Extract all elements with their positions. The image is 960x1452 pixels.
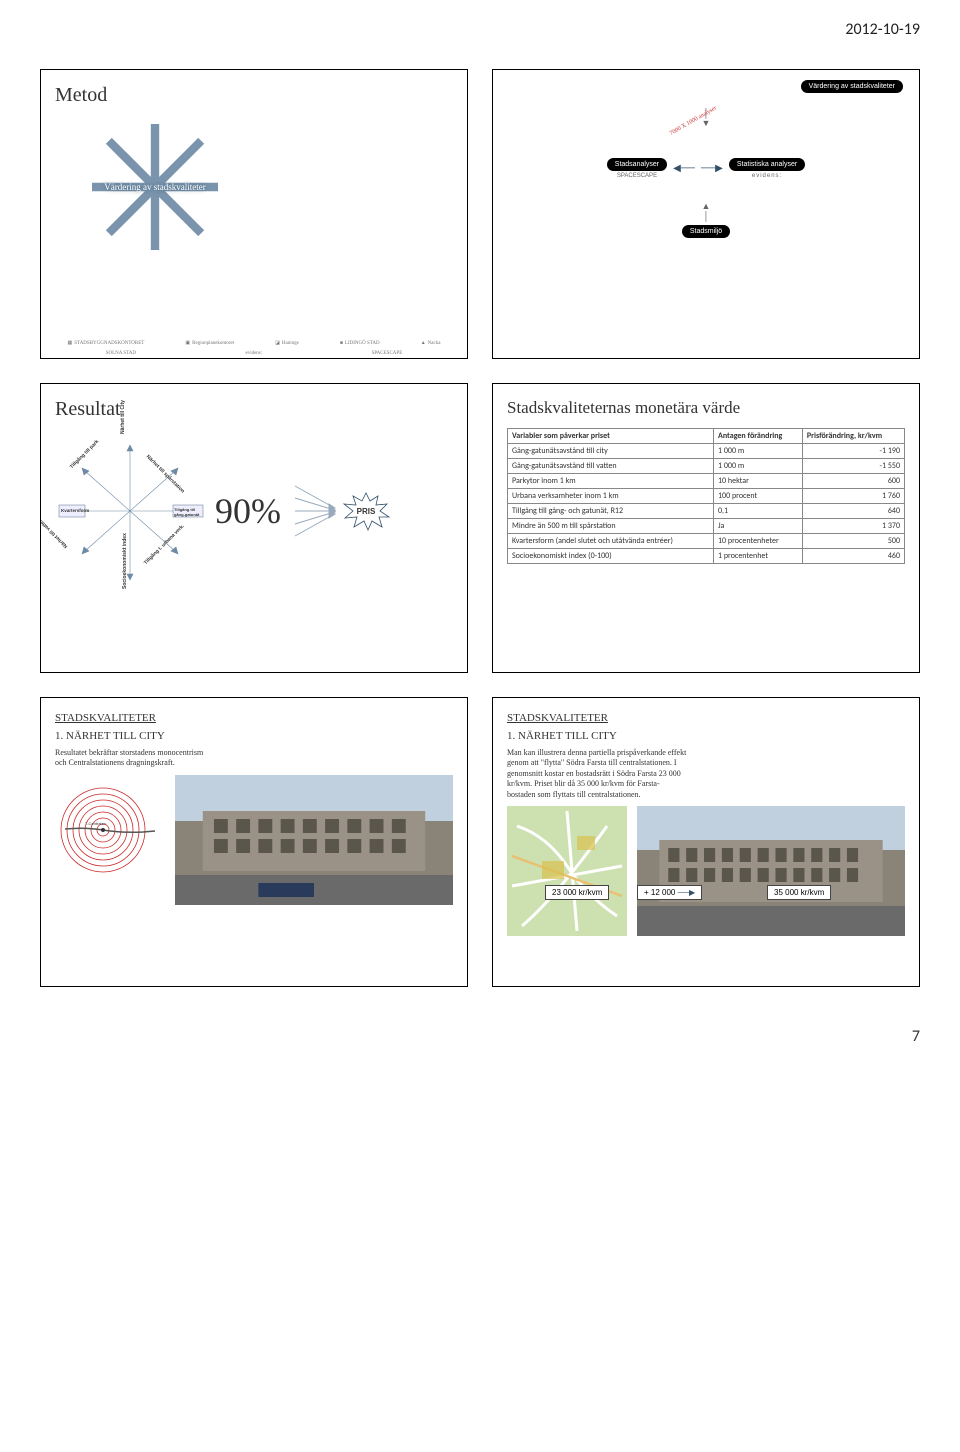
slide6-heading: STADSKVALITETER — [507, 712, 905, 724]
bottom-pill: Stadsmiljö — [682, 225, 730, 238]
concentric-circles: T-Centralen — [55, 775, 165, 905]
cell: Gång-gatunätsavstånd till city — [508, 444, 714, 459]
radial-top-label: Närhet till City — [120, 400, 126, 434]
cell: 0,1 — [713, 504, 802, 519]
slide-2: Värdering av stadskvaliteter │▼ Stadsana… — [492, 69, 920, 359]
slide-1: Metod Värdering av stadskvaliteter ▦ STA… — [40, 69, 468, 359]
logo-item: SOLNA STAD — [106, 351, 136, 356]
asterisk-graphic: Värdering av stadskvaliteter — [85, 117, 225, 257]
cell: Parkytor inom 1 km — [508, 474, 714, 489]
logo-item: ▲ Nacka — [421, 341, 441, 346]
cell: Kvartersform (andel slutet och utåtvända… — [508, 534, 714, 549]
slide-6: STADSKVALITETER 1. NÄRHET TILL CITY Man … — [492, 697, 920, 987]
cell: 1 760 — [802, 489, 904, 504]
th-price: Prisförändring, kr/kvm — [802, 429, 904, 444]
cell: 1 000 m — [713, 444, 802, 459]
cell: 500 — [802, 534, 904, 549]
slide1-title: Metod — [55, 84, 453, 107]
price-chip-2: + 12 000 ──▶ — [637, 885, 702, 900]
slide5-body: Resultatet bekräftar storstadens monocen… — [55, 748, 215, 769]
right-pill: Statistiska analyser — [729, 158, 805, 171]
pris-burst: PRIS — [341, 491, 391, 531]
logo-strip-2: SOLNA STAD evidens: SPACESCAPE — [51, 351, 457, 356]
cell: 460 — [802, 549, 904, 564]
th-change: Antagen förändring — [713, 429, 802, 444]
page-date: 2012-10-19 — [40, 20, 920, 39]
slide5-sub: 1. NÄRHET TILL CITY — [55, 730, 453, 742]
pill-row: Stadsanalyser SPACESCAPE ◀── 7000 X 1000… — [507, 158, 905, 179]
svg-text:T-Centralen: T-Centralen — [85, 821, 106, 826]
cell: 10 hektar — [713, 474, 802, 489]
cell: 1 370 — [802, 519, 904, 534]
cell: -1 190 — [802, 444, 904, 459]
building-photo-2 — [637, 806, 905, 936]
pris-label: PRIS — [357, 507, 376, 516]
slide4-title: Stadskvaliteternas monetära värde — [507, 398, 905, 418]
radial-left-label: Kvartersform — [61, 508, 89, 513]
page-number: 7 — [40, 1027, 920, 1046]
building-photo — [175, 775, 453, 905]
cell: 1 procentenhet — [713, 549, 802, 564]
th-variable: Variabler som påverkar priset — [508, 429, 714, 444]
cell: 600 — [802, 474, 904, 489]
cell: 100 procent — [713, 489, 802, 504]
cell: -1 550 — [802, 459, 904, 474]
cell: Mindre än 500 m till spårstation — [508, 519, 714, 534]
slide-4: Stadskvaliteternas monetära värde Variab… — [492, 383, 920, 673]
slide6-body: Man kan illustrera denna partiella prisp… — [507, 748, 687, 800]
left-pill: Stadsanalyser — [607, 158, 667, 171]
cell: Ja — [713, 519, 802, 534]
cell: 10 procentenheter — [713, 534, 802, 549]
map-graphic — [507, 806, 627, 936]
logo-item: ■ LIDINGÖ STAD — [340, 341, 380, 346]
radial-right-label: Tillgång till gång-gatunät — [174, 507, 202, 517]
ninety-percent: 90% — [215, 490, 281, 532]
cell: Urbana verksamheter inom 1 km — [508, 489, 714, 504]
logo-item: evidens: — [245, 351, 262, 356]
cell: 640 — [802, 504, 904, 519]
logo-item: SPACESCAPE — [372, 351, 403, 356]
fan-arrows-icon — [291, 476, 337, 546]
radial-diagram: Närhet till City Tillgång till park Närh… — [55, 431, 205, 591]
cell: Gång-gatunätsavstånd till vatten — [508, 459, 714, 474]
cell: 1 000 m — [713, 459, 802, 474]
cell: Tillgång till gång- och gatunät, R12 — [508, 504, 714, 519]
arrow-right-icon: ──▶ — [701, 163, 723, 174]
slide-5: STADSKVALITETER 1. NÄRHET TILL CITY Resu… — [40, 697, 468, 987]
slide3-title: Resultat — [55, 398, 453, 421]
logo-item: ▦ STADSBYGGNADSKONTORET — [68, 340, 145, 346]
logo-item: ◪ Haninge — [275, 340, 299, 346]
variables-table: Variabler som påverkar priset Antagen fö… — [507, 428, 905, 564]
radial-bottom-label: Socioekonomiskt index — [122, 533, 128, 589]
logo-strip: ▦ STADSBYGGNADSKONTORET ▣ Regionplanekon… — [47, 340, 461, 346]
slide5-heading: STADSKVALITETER — [55, 712, 453, 724]
price-chip-3: 35 000 kr/kvm — [767, 885, 831, 900]
up-arrow-icon: ▲│ — [507, 201, 905, 221]
spacescape-label: SPACESCAPE — [607, 173, 667, 179]
evidens-label: evidens: — [729, 173, 805, 179]
price-chip-1: 23 000 kr/kvm — [545, 885, 609, 900]
slides-grid: Metod Värdering av stadskvaliteter ▦ STA… — [40, 69, 920, 987]
header-pill: Värdering av stadskvaliteter — [801, 80, 903, 93]
slide-3: Resultat Närhe — [40, 383, 468, 673]
logo-item: ▣ Regionplanekontoret — [185, 340, 234, 346]
asterisk-center-label: Värdering av stadskvaliteter — [104, 182, 205, 192]
slide6-sub: 1. NÄRHET TILL CITY — [507, 730, 905, 742]
cell: Socioekonomiskt index (0-100) — [508, 549, 714, 564]
arrow-left-icon: ◀── — [673, 163, 695, 174]
